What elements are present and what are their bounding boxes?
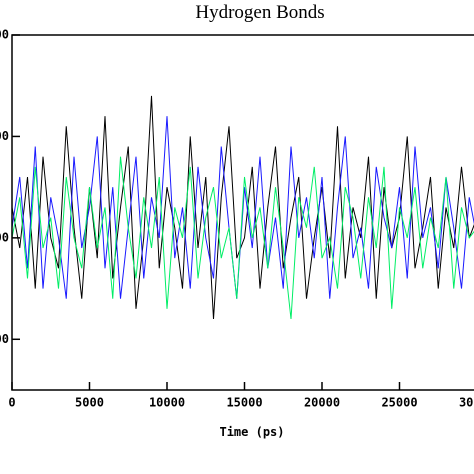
x-axis-label: Time (ps) — [219, 425, 284, 439]
series-line — [11, 156, 474, 320]
x-tick-label: 25000 — [381, 396, 417, 410]
x-tick-label: 20000 — [304, 396, 340, 410]
y-tick-label: 200 — [0, 332, 9, 346]
y-tick-label: 400 — [0, 129, 9, 143]
chart-title: Hydrogen Bonds — [195, 2, 324, 23]
y-tick-label: 500 — [0, 28, 9, 42]
series-line — [11, 116, 474, 299]
x-tick-label: 10000 — [149, 396, 185, 410]
x-tick-label: 30000 — [459, 396, 474, 410]
y-tick-label: 300 — [0, 230, 9, 244]
x-tick-label: 15000 — [226, 396, 262, 410]
x-tick-label: 0 — [8, 396, 15, 410]
x-tick-label: 5000 — [75, 396, 104, 410]
